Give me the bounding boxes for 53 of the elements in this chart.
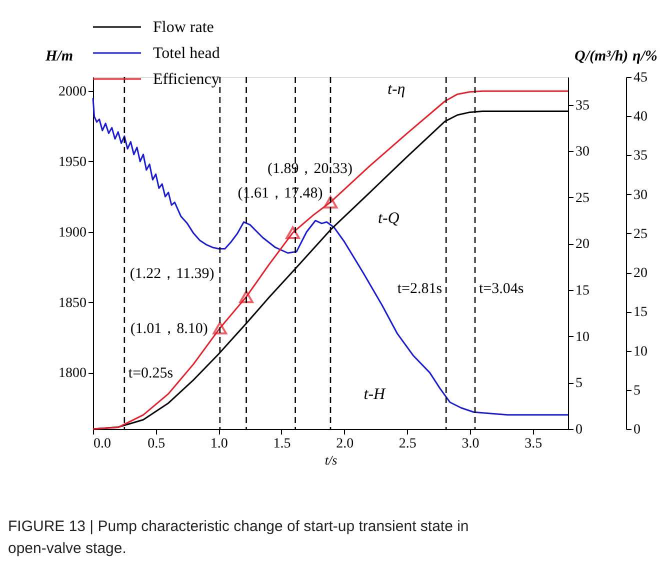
y3-tick-label: 20: [634, 266, 648, 282]
x-tick-label: 3.5: [524, 436, 542, 452]
annotation: t-H: [364, 386, 387, 403]
y-axis-title: H/m: [44, 48, 74, 64]
point: [286, 226, 300, 239]
annotation: (1.22，11.39): [130, 266, 214, 282]
ref-line-label: t=2.81s: [397, 281, 442, 298]
annotation: (1.61，17.48): [238, 186, 323, 202]
annotation: (1.01，8.10): [130, 321, 208, 338]
point: [212, 322, 228, 334]
y3-tick-label: 25: [634, 226, 648, 242]
ref-line-label: t=3.04s: [479, 281, 524, 298]
y3-tick-label: 10: [634, 344, 648, 360]
y3-tick-label: 35: [634, 148, 648, 164]
y2-tick-label: 5: [576, 376, 582, 392]
y3-tick-label: 40: [634, 110, 648, 125]
y-tick-label: 1800: [58, 366, 86, 382]
y2-tick-label: 35: [576, 98, 590, 114]
annotation: (1.89，20.33): [268, 161, 352, 178]
y2-tick-label: 20: [576, 237, 590, 252]
y3-tick-label: 45: [634, 70, 648, 86]
x-tick-label: 2.0: [336, 436, 354, 452]
point: [323, 196, 338, 208]
y2-tick-label: 25: [576, 190, 590, 206]
y2-tick-label: 0: [576, 422, 582, 438]
x-tick-label: 0.5: [148, 436, 166, 452]
legend-label: Flow rate: [153, 19, 214, 36]
x-tick-label: 1.5: [273, 436, 291, 452]
y2-axis-title: Q/(m³/h): [574, 48, 628, 64]
y2-tick-label: 10: [576, 330, 590, 345]
y3-tick-label: 15: [634, 305, 648, 320]
y3-tick-label: 30: [634, 188, 648, 203]
x-tick-label: 0.0: [94, 436, 111, 452]
y-tick-label: 1850: [58, 296, 86, 311]
x-tick-label: 1.0: [210, 436, 228, 452]
y3-tick-label: 0: [634, 422, 640, 438]
x-tick-label: 3.0: [462, 436, 480, 452]
y-tick-label: 1950: [58, 154, 86, 170]
y-tick-label: 2000: [58, 84, 86, 100]
annotation: t-Q: [378, 210, 400, 227]
x-tick-label: 2.5: [398, 436, 416, 452]
y2-tick-label: 30: [576, 144, 590, 160]
legend-label: Efficiency: [153, 71, 220, 88]
y3-axis-title: η/%: [632, 48, 658, 64]
ref-line-label: t=0.25s: [128, 366, 174, 382]
x-axis-title: t/s: [324, 452, 338, 468]
y2-tick-label: 15: [576, 284, 590, 299]
y3-tick-label: 5: [634, 383, 640, 398]
caption: FIGURE 13 | Pump characteristic change of start-up transient state in open-valve stage.: [8, 518, 469, 557]
y-tick-label: 1900: [58, 225, 86, 240]
point: [239, 290, 254, 304]
annotation: t-η: [388, 81, 406, 98]
legend-label: Totel head: [153, 45, 220, 62]
